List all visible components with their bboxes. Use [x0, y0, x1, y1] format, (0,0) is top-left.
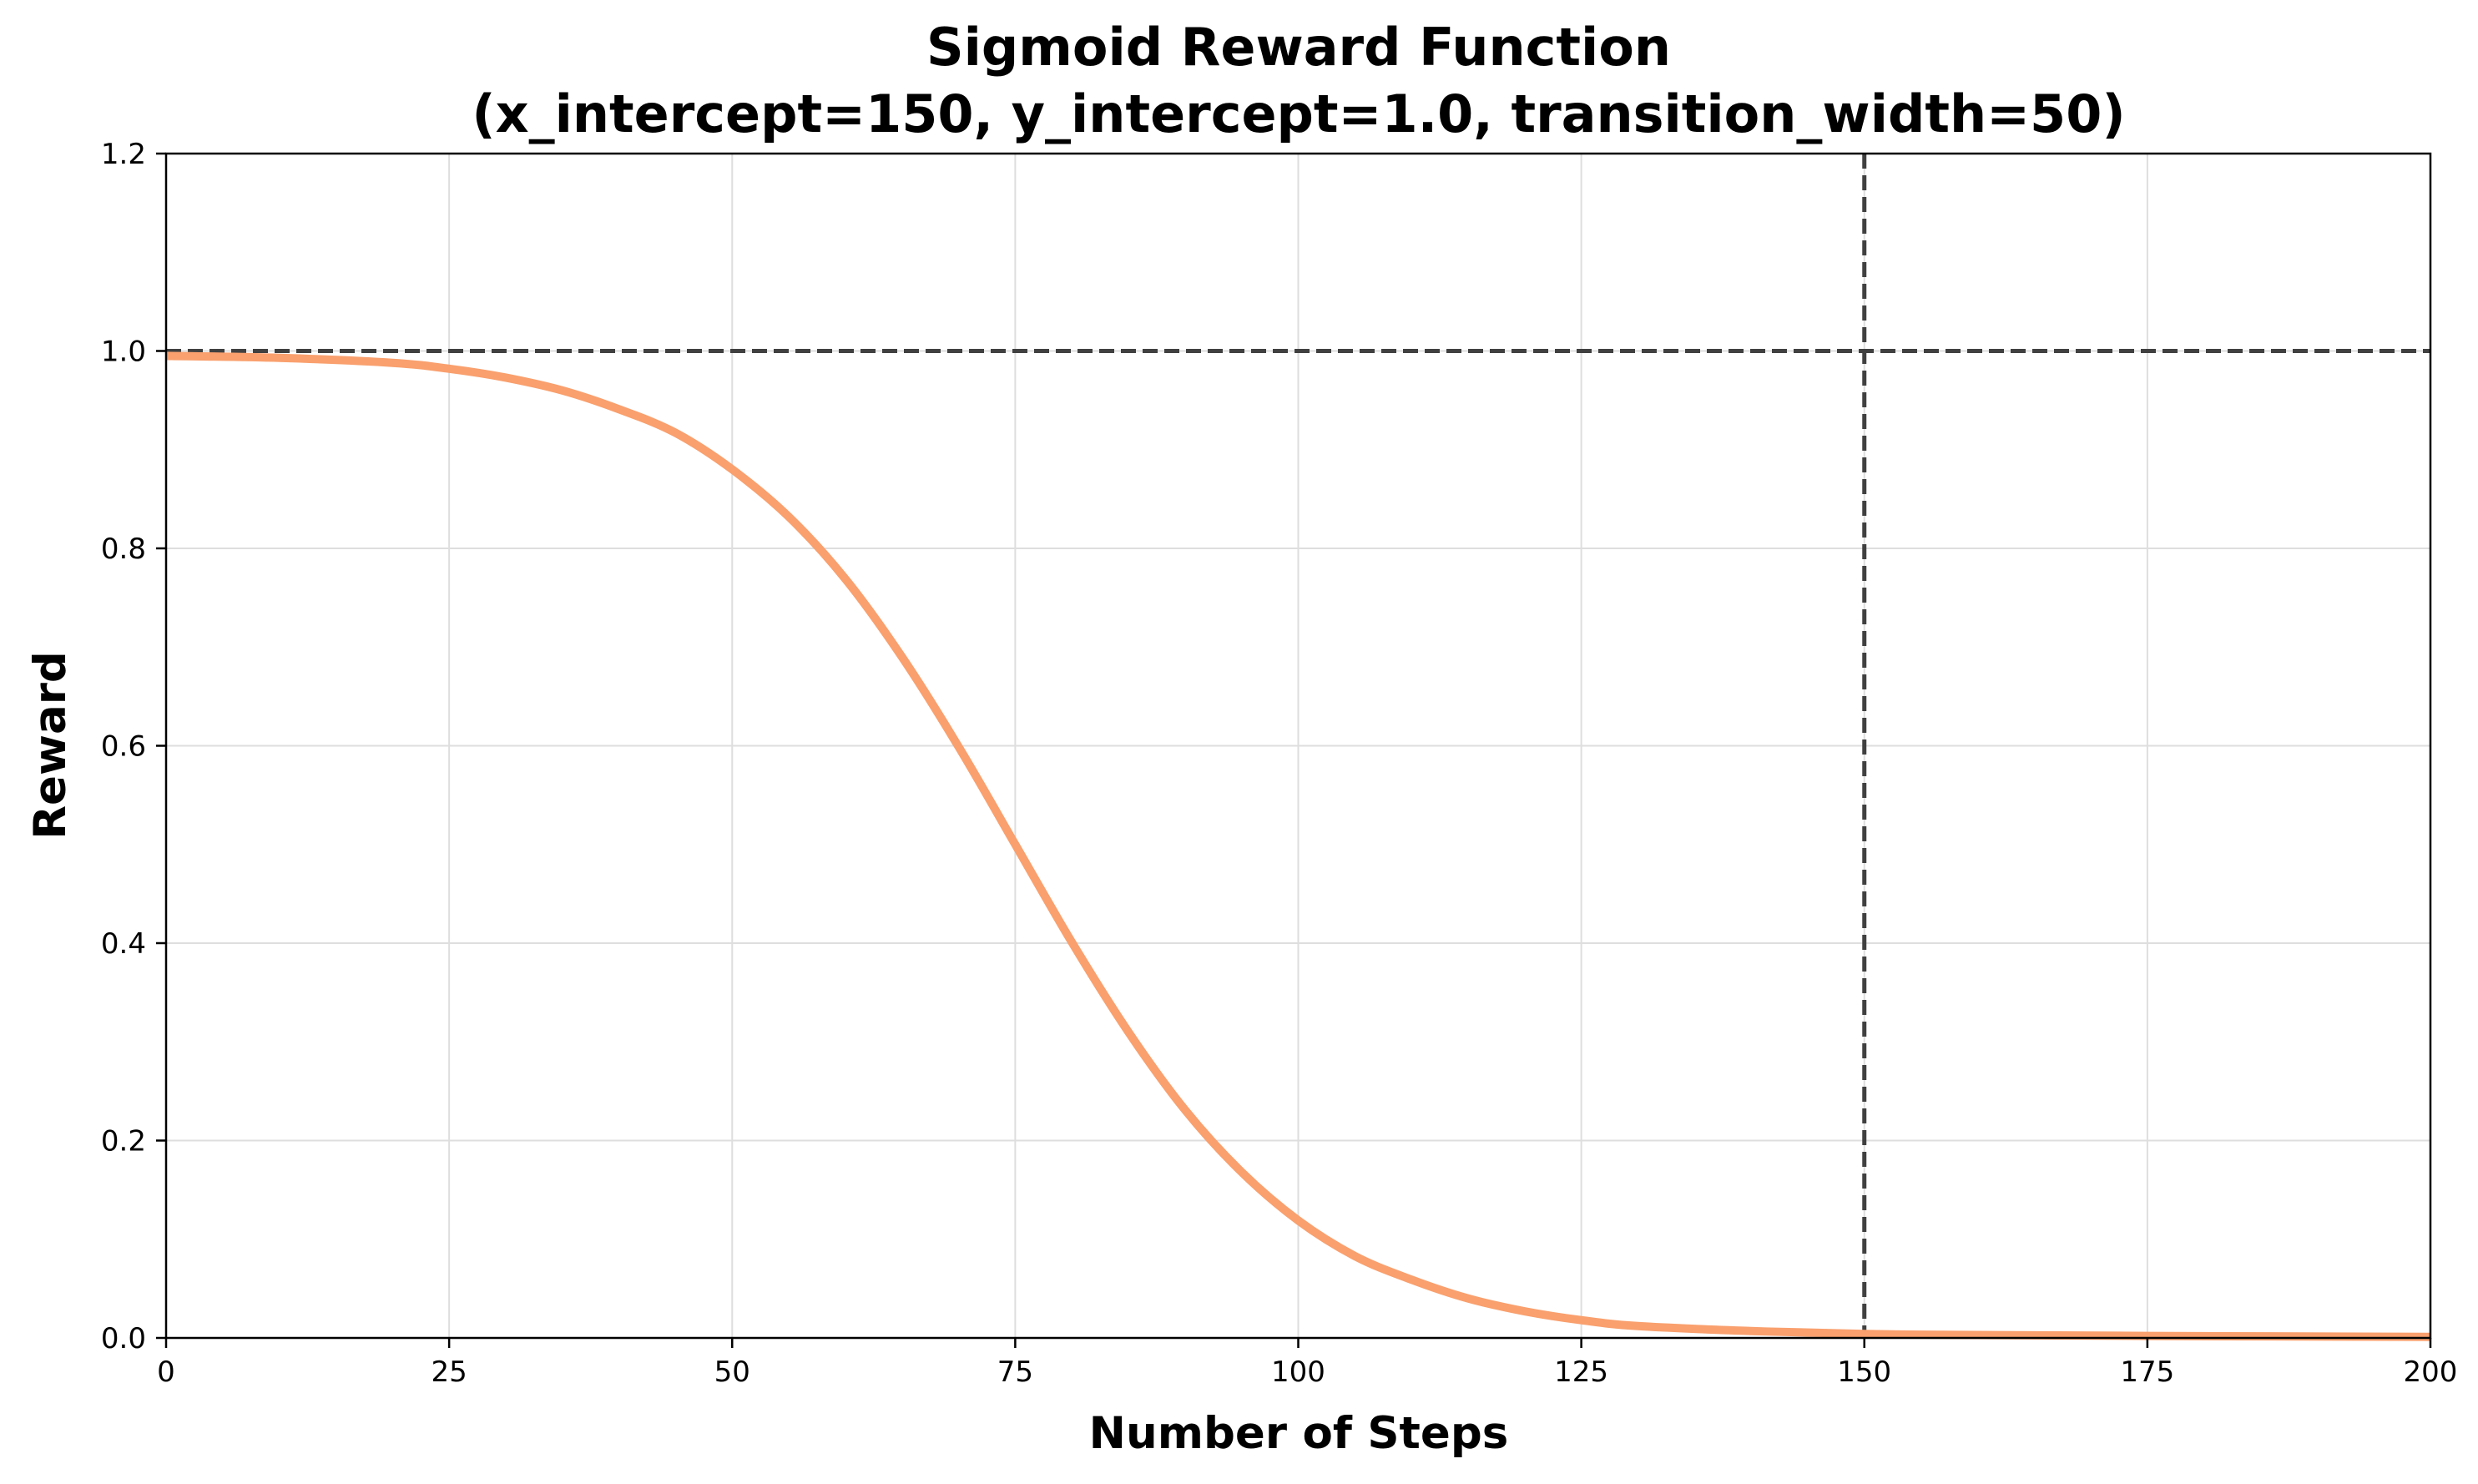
x-axis-label: Number of Steps	[1089, 1408, 1509, 1459]
x-tick-label: 200	[2404, 1355, 2458, 1389]
reference-lines	[166, 154, 2430, 1338]
series-line-0	[165, 351, 2431, 1341]
y-tick-label: 0.8	[101, 533, 146, 566]
x-tick-label: 125	[1554, 1355, 1608, 1389]
y-axis-label: Reward	[25, 651, 76, 840]
x-tick-label: 25	[431, 1355, 467, 1389]
y-axis-ticks: 0.0 0.2 0.4 0.6 0.8 1.0 1.2	[101, 138, 166, 1355]
x-tick-label: 0	[157, 1355, 175, 1389]
x-tick-label: 50	[714, 1355, 750, 1389]
y-tick-label: 1.0	[101, 336, 146, 369]
y-tick-label: 0.2	[101, 1125, 146, 1158]
x-tick-label: 175	[2120, 1355, 2174, 1389]
grid-lines	[165, 153, 2431, 1339]
series-layer	[165, 351, 2431, 1341]
y-tick-label: 0.0	[101, 1322, 146, 1355]
x-tick-label: 150	[1837, 1355, 1891, 1389]
y-tick-label: 0.4	[101, 927, 146, 961]
chart-subtitle: (x_intercept=150, y_intercept=1.0, trans…	[472, 83, 2125, 144]
y-tick-label: 1.2	[101, 138, 146, 171]
x-tick-label: 100	[1271, 1355, 1325, 1389]
y-tick-label: 0.6	[101, 730, 146, 764]
chart-title: Sigmoid Reward Function	[926, 17, 1671, 78]
x-tick-label: 75	[997, 1355, 1033, 1389]
x-axis-ticks: 0 25 50 75 100 125 150 175 200	[157, 1338, 2457, 1389]
